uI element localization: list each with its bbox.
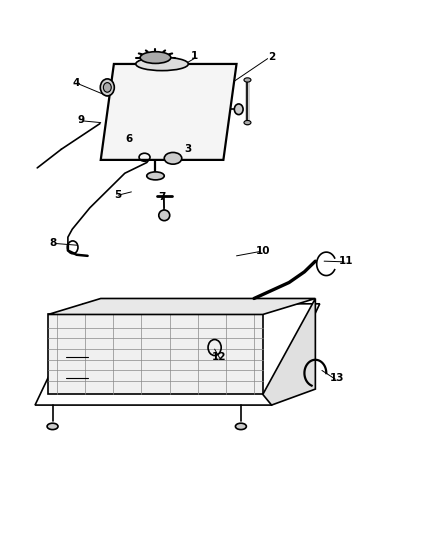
- Ellipse shape: [236, 423, 246, 430]
- Text: 1: 1: [191, 51, 198, 61]
- Ellipse shape: [103, 83, 111, 92]
- Text: 2: 2: [268, 52, 275, 62]
- Text: 9: 9: [78, 115, 85, 125]
- Text: 11: 11: [339, 256, 353, 266]
- Ellipse shape: [159, 210, 170, 221]
- Ellipse shape: [234, 104, 243, 115]
- Text: 12: 12: [212, 352, 226, 362]
- Polygon shape: [48, 298, 315, 314]
- Text: 5: 5: [115, 190, 122, 199]
- Ellipse shape: [147, 172, 164, 180]
- Text: 13: 13: [330, 374, 345, 383]
- Text: 4: 4: [73, 78, 80, 87]
- Ellipse shape: [47, 423, 58, 430]
- Text: 8: 8: [49, 238, 56, 247]
- Polygon shape: [48, 314, 263, 394]
- Text: 7: 7: [159, 192, 166, 202]
- Polygon shape: [101, 64, 237, 160]
- Ellipse shape: [244, 78, 251, 82]
- Text: 3: 3: [185, 144, 192, 154]
- Text: 10: 10: [255, 246, 270, 255]
- Ellipse shape: [140, 52, 171, 63]
- Ellipse shape: [136, 57, 188, 70]
- Ellipse shape: [164, 152, 182, 164]
- Ellipse shape: [100, 79, 114, 96]
- Ellipse shape: [244, 120, 251, 125]
- Text: 6: 6: [126, 134, 133, 143]
- Polygon shape: [263, 298, 315, 405]
